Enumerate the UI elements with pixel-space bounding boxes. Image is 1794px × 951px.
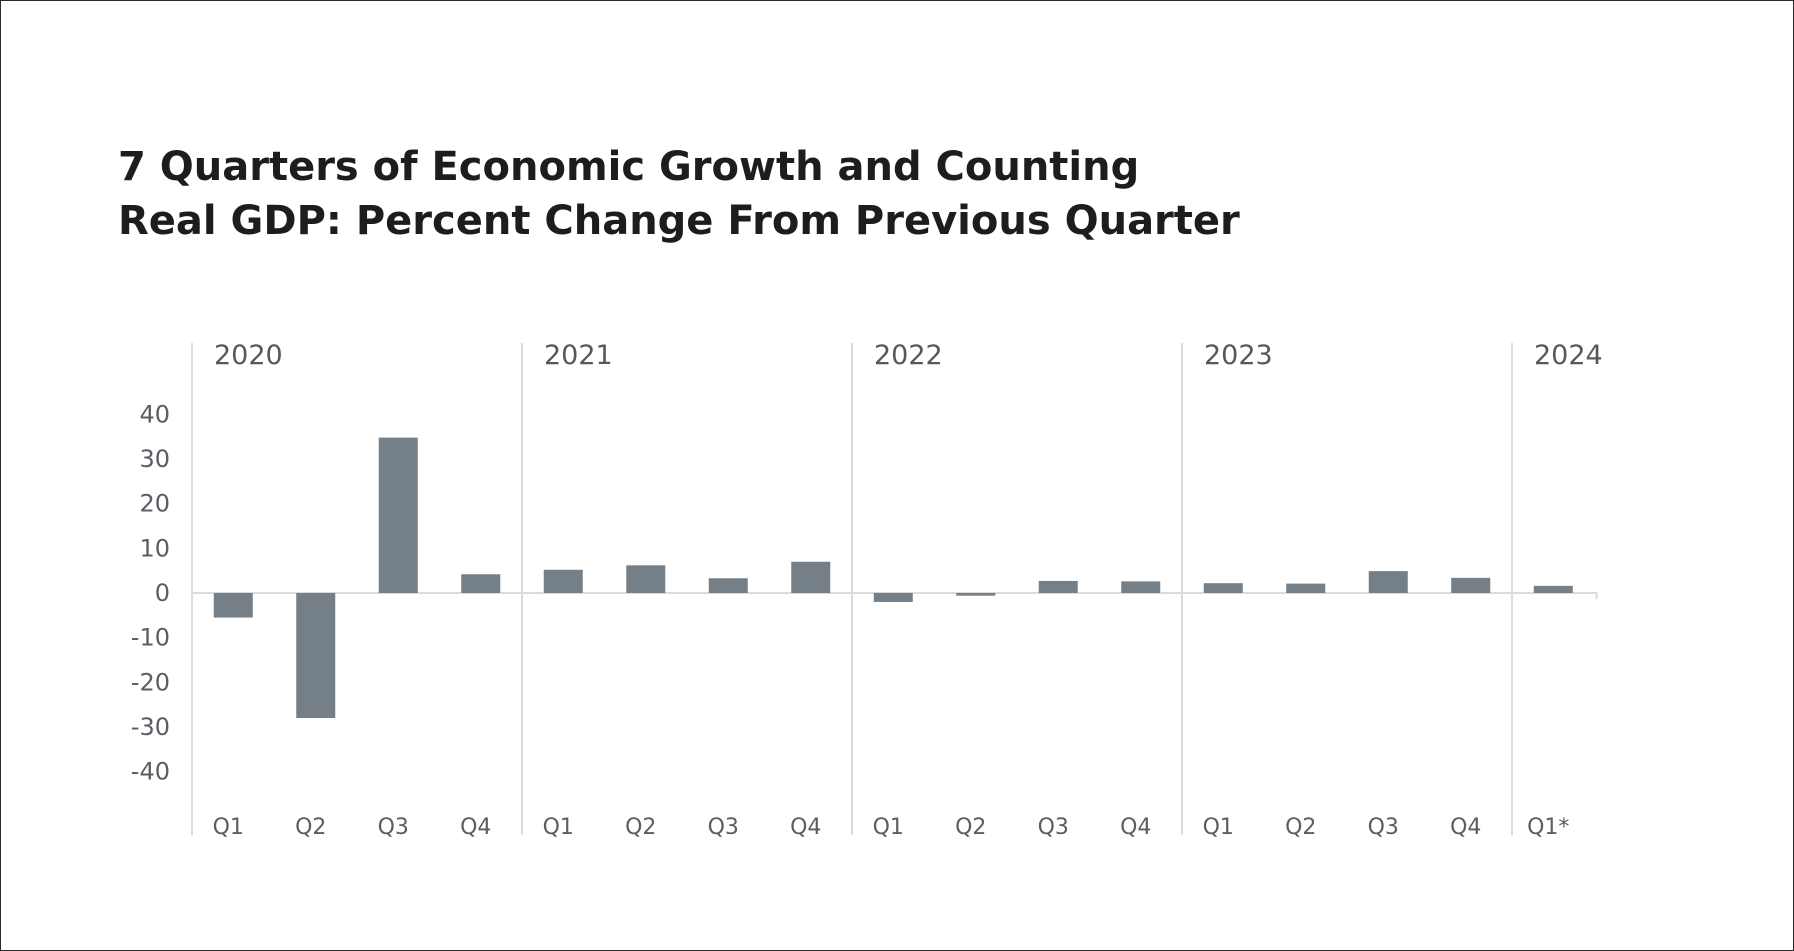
- year-label: 2024: [1534, 340, 1603, 371]
- x-tick-label: Q1*: [1527, 815, 1569, 840]
- x-tick-label: Q4: [1450, 815, 1481, 840]
- y-tick-label: 10: [139, 534, 170, 562]
- x-tick-label: Q1: [873, 815, 904, 840]
- bar: [296, 593, 336, 719]
- chart-subtitle: Real GDP: Percent Change From Previous Q…: [118, 198, 1240, 244]
- x-tick-label: Q2: [1285, 815, 1316, 840]
- y-tick-label: 0: [155, 579, 170, 607]
- bar: [873, 593, 913, 602]
- bar: [378, 437, 418, 593]
- bar: [708, 578, 748, 593]
- x-tick-label: Q3: [708, 815, 739, 840]
- y-tick-label: 20: [139, 490, 170, 518]
- y-tick-label: -30: [131, 713, 170, 741]
- bar: [1451, 577, 1491, 593]
- y-tick-label: -40: [131, 758, 170, 786]
- bar: [1533, 585, 1573, 593]
- chart-title: 7 Quarters of Economic Growth and Counti…: [118, 144, 1140, 190]
- x-tick-label: Q3: [1038, 815, 1069, 840]
- y-tick-label: -20: [131, 668, 170, 696]
- x-tick-label: Q4: [1120, 815, 1151, 840]
- bar: [956, 593, 996, 596]
- x-tick-label: Q2: [295, 815, 326, 840]
- bar: [1121, 581, 1161, 593]
- x-tick-label: Q1: [1203, 815, 1234, 840]
- y-tick-label: -10: [131, 624, 170, 652]
- x-tick-label: Q4: [790, 815, 821, 840]
- bar: [1038, 580, 1078, 593]
- bar: [1203, 583, 1243, 593]
- x-tick-label: Q3: [378, 815, 409, 840]
- y-tick-label: 30: [139, 445, 170, 473]
- year-label: 2020: [214, 340, 283, 371]
- chart-titles: 7 Quarters of Economic Growth and Counti…: [118, 140, 1240, 248]
- x-tick-label: Q4: [460, 815, 491, 840]
- year-label: 2021: [544, 340, 613, 371]
- year-label: 2022: [874, 340, 943, 371]
- bar: [1368, 571, 1408, 593]
- year-label: 2023: [1204, 340, 1273, 371]
- bar: [626, 565, 666, 593]
- bar: [1286, 583, 1326, 593]
- bar: [791, 561, 831, 593]
- bar: [543, 569, 583, 593]
- x-tick-label: Q2: [625, 815, 656, 840]
- x-tick-label: Q1: [543, 815, 574, 840]
- bar: [213, 593, 253, 618]
- x-tick-label: Q2: [955, 815, 986, 840]
- y-tick-label: 40: [139, 400, 170, 428]
- bar: [461, 574, 501, 593]
- x-tick-label: Q1: [213, 815, 244, 840]
- x-tick-label: Q3: [1368, 815, 1399, 840]
